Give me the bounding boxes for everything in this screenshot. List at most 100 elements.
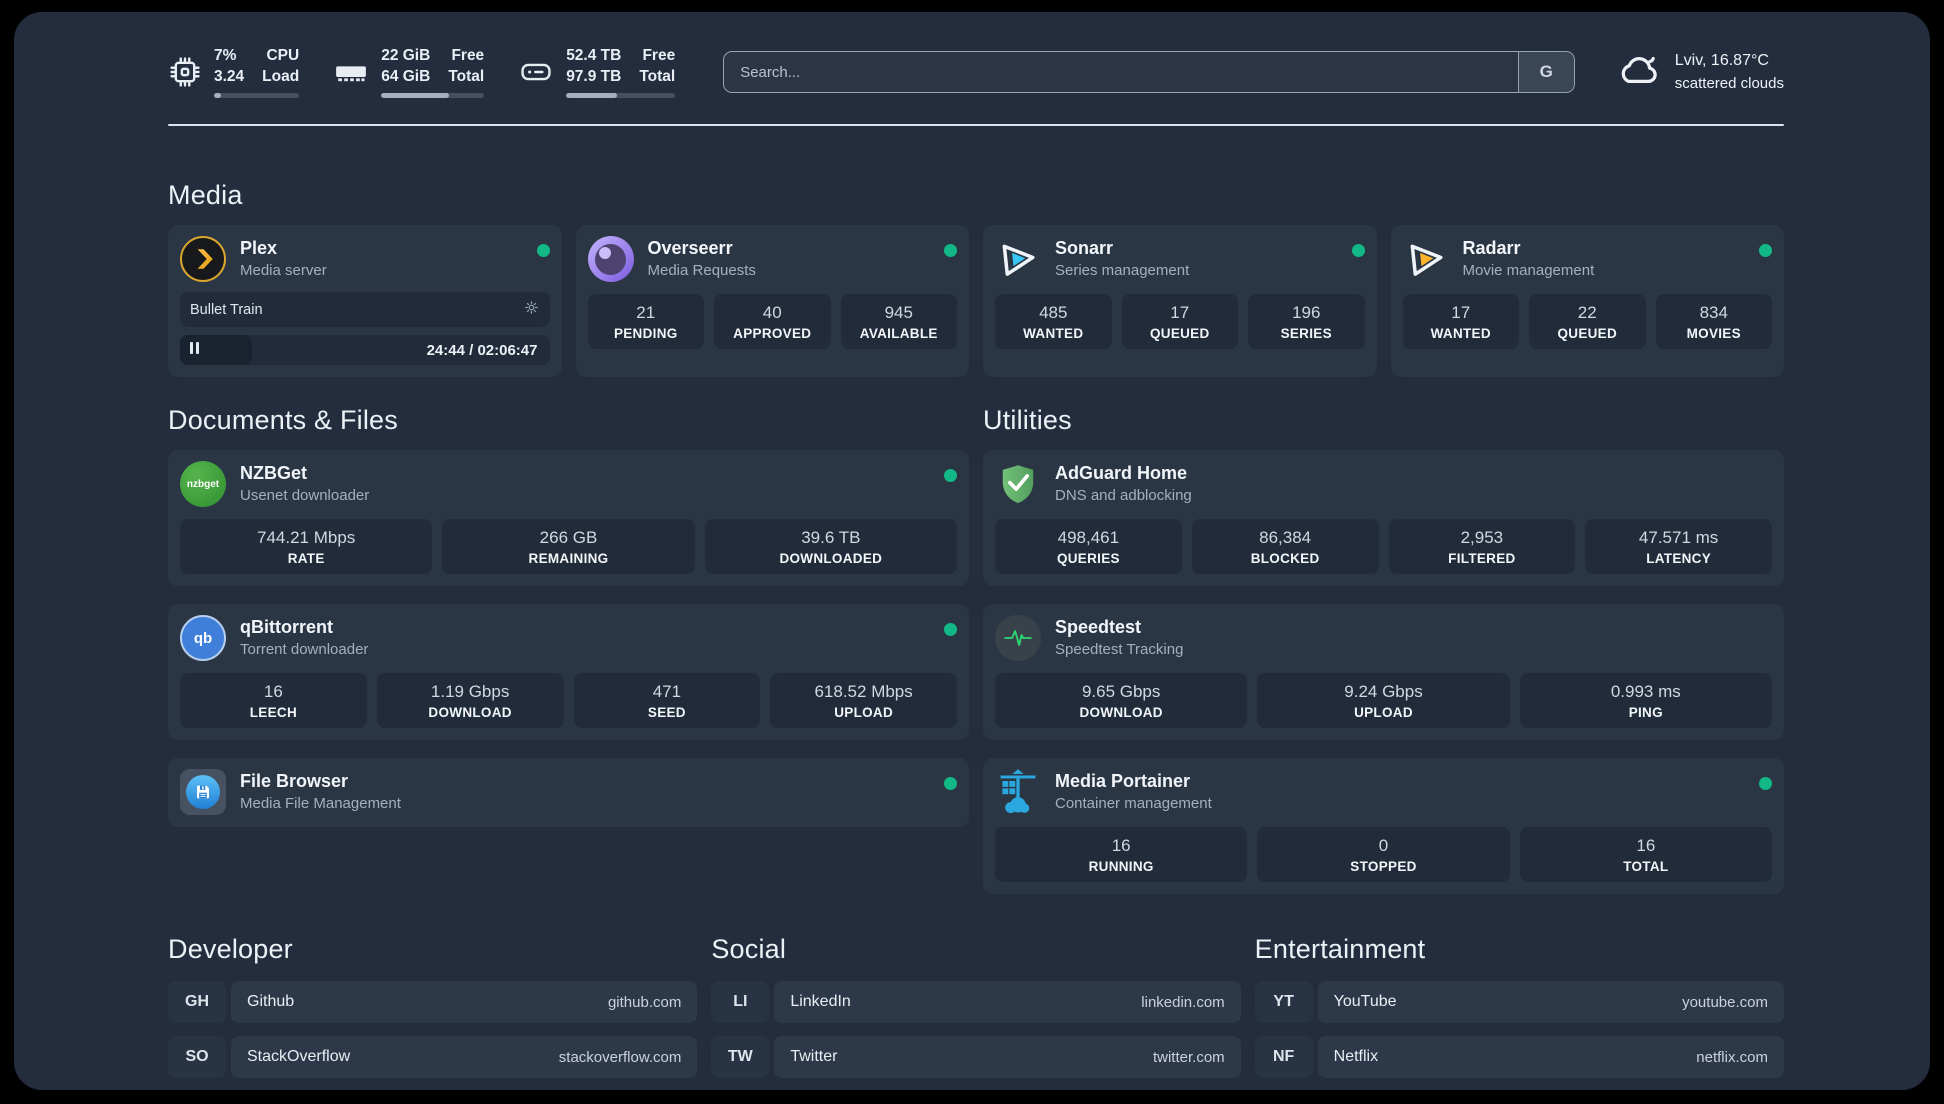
weather-location-temp: Lviv, 16.87°C xyxy=(1674,52,1769,70)
link-netflix[interactable]: NF Netflix netflix.com xyxy=(1254,1036,1784,1078)
app-card-filebrowser[interactable]: File Browser Media File Management xyxy=(168,758,969,827)
link-youtube[interactable]: YT YouTube youtube.com xyxy=(1254,981,1784,1023)
status-dot xyxy=(1759,244,1772,257)
stat-label: DOWNLOAD xyxy=(1079,705,1163,720)
stat-running: 16 RUNNING xyxy=(995,827,1248,882)
load-label: Load xyxy=(262,67,300,85)
stat-label: REMAINING xyxy=(528,551,609,566)
playback-progress-fill xyxy=(180,335,253,365)
stat-leech: 16 LEECH xyxy=(180,673,367,728)
stat-label: SERIES xyxy=(1280,326,1332,341)
stat-value: 196 xyxy=(1292,303,1321,322)
stat-value: 16 xyxy=(1636,836,1656,855)
nzbget-icon: nzbget xyxy=(180,461,226,507)
cpu-percent: 7% xyxy=(214,46,237,64)
app-card-sonarr[interactable]: Sonarr Series management 485 WANTED 17 Q… xyxy=(983,225,1377,377)
memory-free-value: 22 GiB xyxy=(381,46,431,64)
media-section-title: Media xyxy=(168,180,243,210)
header-divider xyxy=(168,124,1784,126)
status-dot xyxy=(944,469,957,482)
app-card-portainer[interactable]: Media Portainer Container management 16 … xyxy=(983,758,1784,894)
stat-label: STOPPED xyxy=(1350,859,1417,874)
cpu-load-value: 3.24 xyxy=(214,67,245,85)
search-input[interactable] xyxy=(724,52,1518,92)
app-name: File Browser xyxy=(240,771,349,791)
link-url: stackoverflow.com xyxy=(558,1048,682,1066)
link-github[interactable]: GH Github github.com xyxy=(168,981,698,1023)
app-description: Media server xyxy=(240,262,327,279)
stat-label: FILTERED xyxy=(1448,551,1516,566)
stat-seed: 471 SEED xyxy=(573,673,761,728)
cpu-progress-fill xyxy=(214,93,221,99)
stat-value: 0.993 ms xyxy=(1610,682,1681,701)
status-dot xyxy=(1351,244,1365,257)
app-name: Sonarr xyxy=(1055,238,1114,258)
stat-value: 40 xyxy=(762,303,782,322)
link-tag: TW xyxy=(711,1036,770,1078)
stat-label: BLOCKED xyxy=(1250,551,1320,566)
memory-free-label: Free xyxy=(451,46,485,64)
app-description: Series management xyxy=(1055,262,1190,279)
cpu-progress-bar xyxy=(214,93,300,99)
link-twitter[interactable]: TW Twitter twitter.com xyxy=(711,1036,1241,1078)
weather-widget: Lviv, 16.87°C scattered clouds xyxy=(1615,50,1784,93)
stat-ping: 0.993 ms PING xyxy=(1519,673,1772,728)
stat-download: 9.65 Gbps DOWNLOAD xyxy=(995,673,1248,728)
stat-total: 16 TOTAL xyxy=(1519,827,1772,882)
app-card-nzbget[interactable]: nzbget NZBGet Usenet downloader 744.21 M… xyxy=(168,450,969,586)
stat-value: 498,461 xyxy=(1057,528,1120,547)
stat-label: DOWNLOAD xyxy=(428,705,512,720)
adguard-icon xyxy=(995,461,1041,507)
app-card-speedtest[interactable]: Speedtest Speedtest Tracking 9.65 Gbps D… xyxy=(983,604,1784,740)
app-card-plex[interactable]: Plex Media server Bullet Train xyxy=(168,225,562,377)
stat-label: WANTED xyxy=(1023,326,1084,341)
stat-wanted: 17 WANTED xyxy=(1402,294,1519,349)
stat-latency: 47.571 ms LATENCY xyxy=(1585,519,1772,574)
link-stackoverflow[interactable]: SO StackOverflow stackoverflow.com xyxy=(168,1036,698,1078)
status-dot xyxy=(536,244,550,257)
disk-icon xyxy=(518,55,554,89)
cpu-icon xyxy=(168,55,202,89)
cloud-icon xyxy=(1615,50,1661,93)
app-card-radarr[interactable]: Radarr Movie management 17 WANTED 22 QUE… xyxy=(1390,225,1784,377)
stat-value: 266 GB xyxy=(539,528,598,547)
stat-label: QUERIES xyxy=(1056,551,1120,566)
section-utilities: Utilities xyxy=(983,405,1784,894)
now-playing-title: Bullet Train xyxy=(190,301,263,318)
settings-icon[interactable] xyxy=(523,299,540,320)
app-name: Speedtest xyxy=(1055,617,1142,637)
stat-label: LEECH xyxy=(249,705,297,720)
app-card-overseerr[interactable]: Overseerr Media Requests 21 PENDING 40 A… xyxy=(575,225,969,377)
stat-filtered: 2,953 FILTERED xyxy=(1388,519,1576,574)
stat-value: 0 xyxy=(1378,836,1389,855)
weather-condition: scattered clouds xyxy=(1674,74,1784,92)
stat-value: 9.24 Gbps xyxy=(1344,682,1423,701)
disk-progress-bar xyxy=(566,93,676,99)
stat-label: UPLOAD xyxy=(834,705,894,720)
stat-downloaded: 39.6 TB DOWNLOADED xyxy=(704,519,957,574)
stat-value: 618.52 Mbps xyxy=(814,682,913,701)
stat-label: RATE xyxy=(287,551,325,566)
link-linkedin[interactable]: LI LinkedIn linkedin.com xyxy=(711,981,1241,1023)
stat-blocked: 86,384 BLOCKED xyxy=(1191,519,1379,574)
stat-upload: 618.52 Mbps UPLOAD xyxy=(770,673,957,728)
nzbget-icon-text: nzbget xyxy=(186,478,220,490)
stat-label: MOVIES xyxy=(1686,326,1741,341)
status-dot xyxy=(944,623,957,636)
playback-time: 24:44 / 02:06:47 xyxy=(426,341,538,359)
stat-value: 485 xyxy=(1039,303,1068,322)
search-provider-button[interactable]: G xyxy=(1517,52,1574,92)
link-url: linkedin.com xyxy=(1141,993,1225,1011)
entertainment-section-title: Entertainment xyxy=(1254,934,1426,964)
app-name: Overseerr xyxy=(647,238,733,258)
stat-value: 744.21 Mbps xyxy=(257,528,356,547)
app-card-qbittorrent[interactable]: qb qBittorrent Torrent downloader 16 xyxy=(168,604,969,740)
stat-value: 21 xyxy=(636,303,656,322)
app-card-adguard[interactable]: AdGuard Home DNS and adblocking 498,461 … xyxy=(983,450,1784,586)
app-name: AdGuard Home xyxy=(1055,463,1188,483)
cpu-label: CPU xyxy=(266,46,300,64)
link-url: twitter.com xyxy=(1152,1048,1225,1066)
dashboard-page: 7% 3.24 CPU Load xyxy=(14,12,1930,1090)
speedtest-icon xyxy=(995,615,1041,661)
status-dot xyxy=(1759,777,1772,790)
